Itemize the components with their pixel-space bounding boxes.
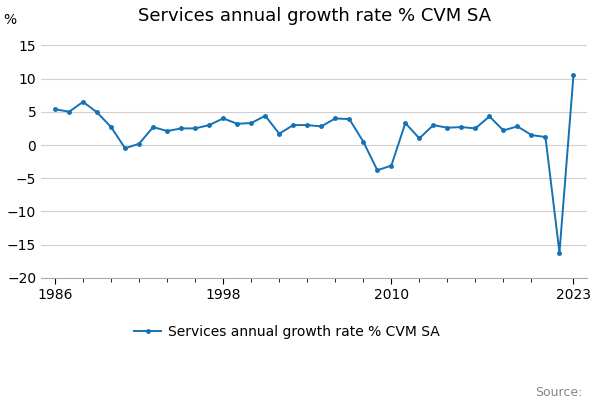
Services annual growth rate % CVM SA — [206, 123, 213, 128]
Services annual growth rate % CVM SA — [388, 163, 395, 168]
Text: Source:: Source: — [535, 386, 582, 399]
Services annual growth rate % CVM SA — [220, 116, 227, 121]
Services annual growth rate % CVM SA — [248, 121, 255, 126]
Services annual growth rate % CVM SA — [486, 114, 493, 119]
Services annual growth rate % CVM SA — [542, 135, 549, 140]
Services annual growth rate % CVM SA — [122, 146, 129, 151]
Services annual growth rate % CVM SA — [262, 113, 269, 118]
Services annual growth rate % CVM SA — [317, 124, 325, 129]
Services annual growth rate % CVM SA — [458, 125, 465, 130]
Services annual growth rate % CVM SA — [149, 125, 157, 130]
Services annual growth rate % CVM SA — [304, 123, 311, 128]
Services annual growth rate % CVM SA — [416, 136, 423, 141]
Text: %: % — [3, 13, 16, 27]
Legend: Services annual growth rate % CVM SA: Services annual growth rate % CVM SA — [128, 319, 446, 344]
Services annual growth rate % CVM SA — [107, 125, 115, 130]
Services annual growth rate % CVM SA — [472, 126, 479, 131]
Line: Services annual growth rate % CVM SA: Services annual growth rate % CVM SA — [53, 74, 575, 254]
Services annual growth rate % CVM SA — [528, 133, 535, 138]
Services annual growth rate % CVM SA — [233, 121, 241, 126]
Services annual growth rate % CVM SA — [94, 110, 101, 115]
Services annual growth rate % CVM SA — [191, 126, 199, 131]
Services annual growth rate % CVM SA — [444, 125, 451, 130]
Services annual growth rate % CVM SA — [290, 123, 297, 128]
Services annual growth rate % CVM SA — [430, 123, 437, 128]
Services annual growth rate % CVM SA — [346, 117, 353, 122]
Services annual growth rate % CVM SA — [570, 73, 577, 78]
Services annual growth rate % CVM SA — [178, 126, 185, 131]
Services annual growth rate % CVM SA — [79, 100, 86, 104]
Services annual growth rate % CVM SA — [332, 116, 339, 121]
Services annual growth rate % CVM SA — [65, 109, 73, 114]
Services annual growth rate % CVM SA — [514, 124, 521, 129]
Title: Services annual growth rate % CVM SA: Services annual growth rate % CVM SA — [138, 7, 491, 25]
Services annual growth rate % CVM SA — [164, 129, 171, 134]
Services annual growth rate % CVM SA — [360, 139, 367, 144]
Services annual growth rate % CVM SA — [275, 131, 283, 136]
Services annual growth rate % CVM SA — [52, 107, 59, 112]
Services annual growth rate % CVM SA — [374, 168, 381, 173]
Services annual growth rate % CVM SA — [402, 121, 409, 126]
Services annual growth rate % CVM SA — [500, 128, 507, 133]
Services annual growth rate % CVM SA — [136, 141, 143, 146]
Services annual growth rate % CVM SA — [556, 250, 563, 255]
